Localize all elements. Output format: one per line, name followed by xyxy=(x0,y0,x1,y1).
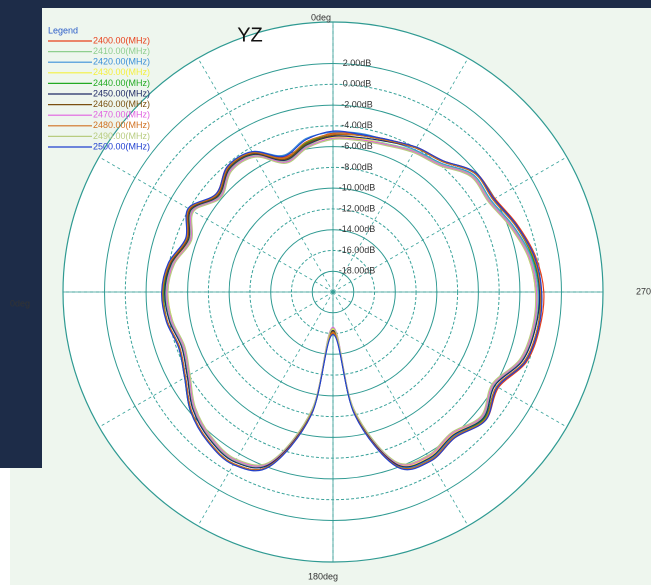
theta-tick-label: 180deg xyxy=(308,571,338,581)
r-tick-label: -12.00dB xyxy=(339,203,376,213)
legend-label: 2470.00(MHz) xyxy=(93,110,150,120)
legend-label: 2440.00(MHz) xyxy=(93,78,150,88)
legend-label: 2400.00(MHz) xyxy=(93,35,150,45)
r-tick-label: -4.00dB xyxy=(341,120,373,130)
background-image xyxy=(0,0,651,8)
legend-label: 2420.00(MHz) xyxy=(93,57,150,67)
theta-tick-label: 0deg xyxy=(10,298,30,308)
theta-tick-label: 270 xyxy=(636,286,651,296)
r-tick-label: 2.00dB xyxy=(343,58,372,68)
r-tick-label: -6.00dB xyxy=(341,141,373,151)
r-tick-label: -2.00dB xyxy=(341,99,373,109)
r-tick-label: -16.00dB xyxy=(339,245,376,255)
r-tick-label: -8.00dB xyxy=(341,162,373,172)
legend-title: Legend xyxy=(48,25,78,35)
legend-label: 2450.00(MHz) xyxy=(93,88,150,98)
r-tick-label: -18.00dB xyxy=(339,266,376,276)
legend-label: 2430.00(MHz) xyxy=(93,67,150,77)
legend-label: 2490.00(MHz) xyxy=(93,131,150,141)
r-tick-label: -14.00dB xyxy=(339,224,376,234)
legend-label: 2410.00(MHz) xyxy=(93,46,150,56)
legend-label: 2500.00(MHz) xyxy=(93,141,150,151)
page: 2.00dB 0.00dB -2.00dB -4.00dB -6.00dB -8.00dB… xyxy=(0,0,651,585)
legend-label: 2480.00(MHz) xyxy=(93,120,150,130)
theta-tick-label: 0deg xyxy=(311,12,331,22)
r-tick-label: -10.00dB xyxy=(339,183,376,193)
background-image xyxy=(0,0,42,468)
r-tick-label: 0.00dB xyxy=(343,79,372,89)
chart: 2.00dB 0.00dB -2.00dB -4.00dB -6.00dB -8.00dB… xyxy=(0,0,651,585)
legend-label: 2460.00(MHz) xyxy=(93,99,150,109)
chart-title: YZ xyxy=(237,24,263,46)
